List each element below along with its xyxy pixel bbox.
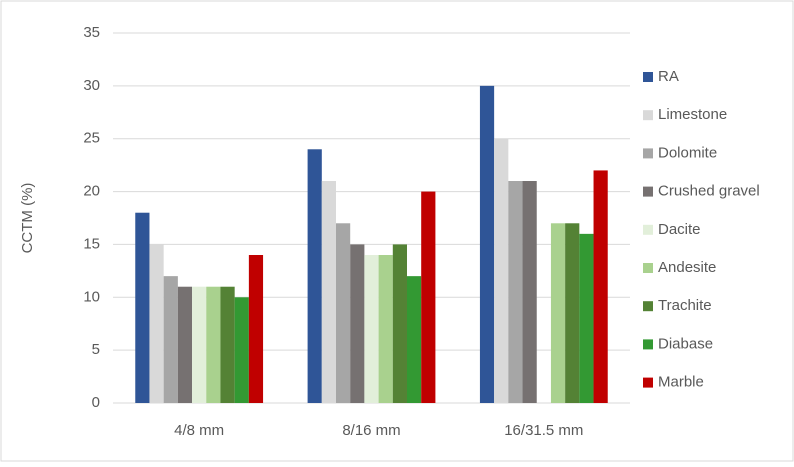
bar	[234, 297, 249, 403]
legend-label: Trachite	[658, 297, 712, 314]
legend-label: Andesite	[658, 259, 716, 276]
bar	[135, 212, 150, 403]
bar	[321, 181, 336, 403]
bar	[206, 286, 221, 403]
y-tick-label: 10	[83, 288, 100, 305]
bar	[479, 85, 495, 403]
bar	[550, 223, 566, 403]
y-tick-label: 30	[83, 77, 100, 94]
y-tick-label: 25	[83, 130, 100, 147]
legend-swatch	[643, 224, 653, 235]
bar	[421, 191, 436, 403]
bar	[192, 286, 207, 403]
bar	[149, 244, 164, 403]
bar	[407, 276, 422, 403]
legend-label: Crushed gravel	[658, 183, 760, 200]
legend-label: Limestone	[658, 106, 727, 123]
x-tick-label: 8/16 mm	[342, 422, 400, 439]
legend-swatch	[643, 301, 653, 312]
bar	[220, 286, 235, 403]
bar	[522, 181, 537, 403]
legend-label: Diabase	[658, 335, 713, 352]
legend-label: RA	[658, 68, 679, 85]
y-tick-label: 35	[83, 24, 100, 41]
bar	[307, 149, 322, 403]
legend-label: Dacite	[658, 221, 701, 238]
bar	[494, 138, 509, 403]
legend-swatch	[643, 148, 653, 159]
bar	[163, 276, 178, 403]
legend-swatch	[643, 186, 653, 197]
legend-label: Marble	[658, 374, 704, 391]
y-axis-label: CCTM (%)	[19, 183, 36, 254]
bar	[248, 255, 264, 403]
x-tick-label: 4/8 mm	[174, 422, 224, 439]
legend-swatch	[643, 72, 653, 82]
bar	[378, 255, 393, 403]
legend-swatch	[643, 263, 653, 273]
y-tick-label: 20	[83, 183, 100, 200]
y-tick-label: 0	[92, 394, 100, 411]
bar	[579, 233, 594, 403]
bar	[177, 286, 193, 403]
bar	[392, 244, 407, 403]
legend-swatch	[643, 339, 653, 350]
bar	[565, 223, 580, 403]
y-tick-label: 15	[83, 235, 100, 252]
legend-swatch	[643, 110, 653, 121]
legend-swatch	[643, 377, 653, 388]
bar	[508, 181, 523, 403]
bar	[364, 255, 379, 403]
bar	[336, 223, 351, 403]
bar	[350, 244, 365, 403]
legend-label: Dolomite	[658, 144, 717, 161]
y-tick-label: 5	[92, 341, 100, 358]
x-tick-label: 16/31.5 mm	[504, 422, 583, 439]
bar	[593, 170, 608, 403]
